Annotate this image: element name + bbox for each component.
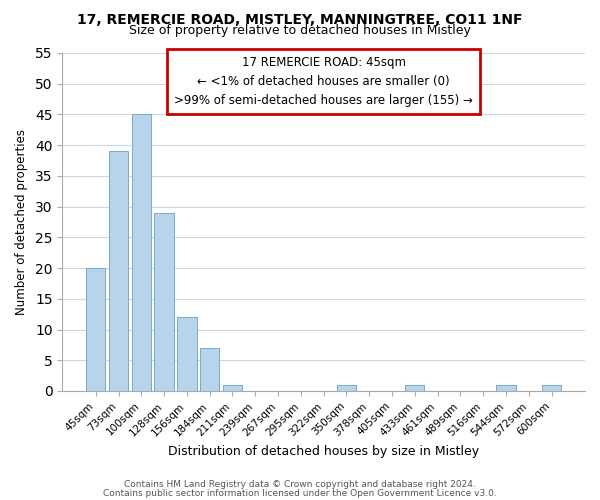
Bar — [496, 385, 515, 391]
Bar — [131, 114, 151, 391]
Text: Contains public sector information licensed under the Open Government Licence v3: Contains public sector information licen… — [103, 488, 497, 498]
Bar — [154, 213, 174, 391]
Bar — [337, 385, 356, 391]
Text: Contains HM Land Registry data © Crown copyright and database right 2024.: Contains HM Land Registry data © Crown c… — [124, 480, 476, 489]
Bar — [405, 385, 424, 391]
Text: 17, REMERCIE ROAD, MISTLEY, MANNINGTREE, CO11 1NF: 17, REMERCIE ROAD, MISTLEY, MANNINGTREE,… — [77, 12, 523, 26]
Y-axis label: Number of detached properties: Number of detached properties — [15, 129, 28, 315]
Text: 17 REMERCIE ROAD: 45sqm
← <1% of detached houses are smaller (0)
>99% of semi-de: 17 REMERCIE ROAD: 45sqm ← <1% of detache… — [174, 56, 473, 108]
Bar — [542, 385, 561, 391]
Bar — [177, 317, 197, 391]
Bar — [86, 268, 106, 391]
Bar — [109, 152, 128, 391]
X-axis label: Distribution of detached houses by size in Mistley: Distribution of detached houses by size … — [168, 444, 479, 458]
Bar — [223, 385, 242, 391]
Bar — [200, 348, 220, 391]
Text: Size of property relative to detached houses in Mistley: Size of property relative to detached ho… — [129, 24, 471, 37]
